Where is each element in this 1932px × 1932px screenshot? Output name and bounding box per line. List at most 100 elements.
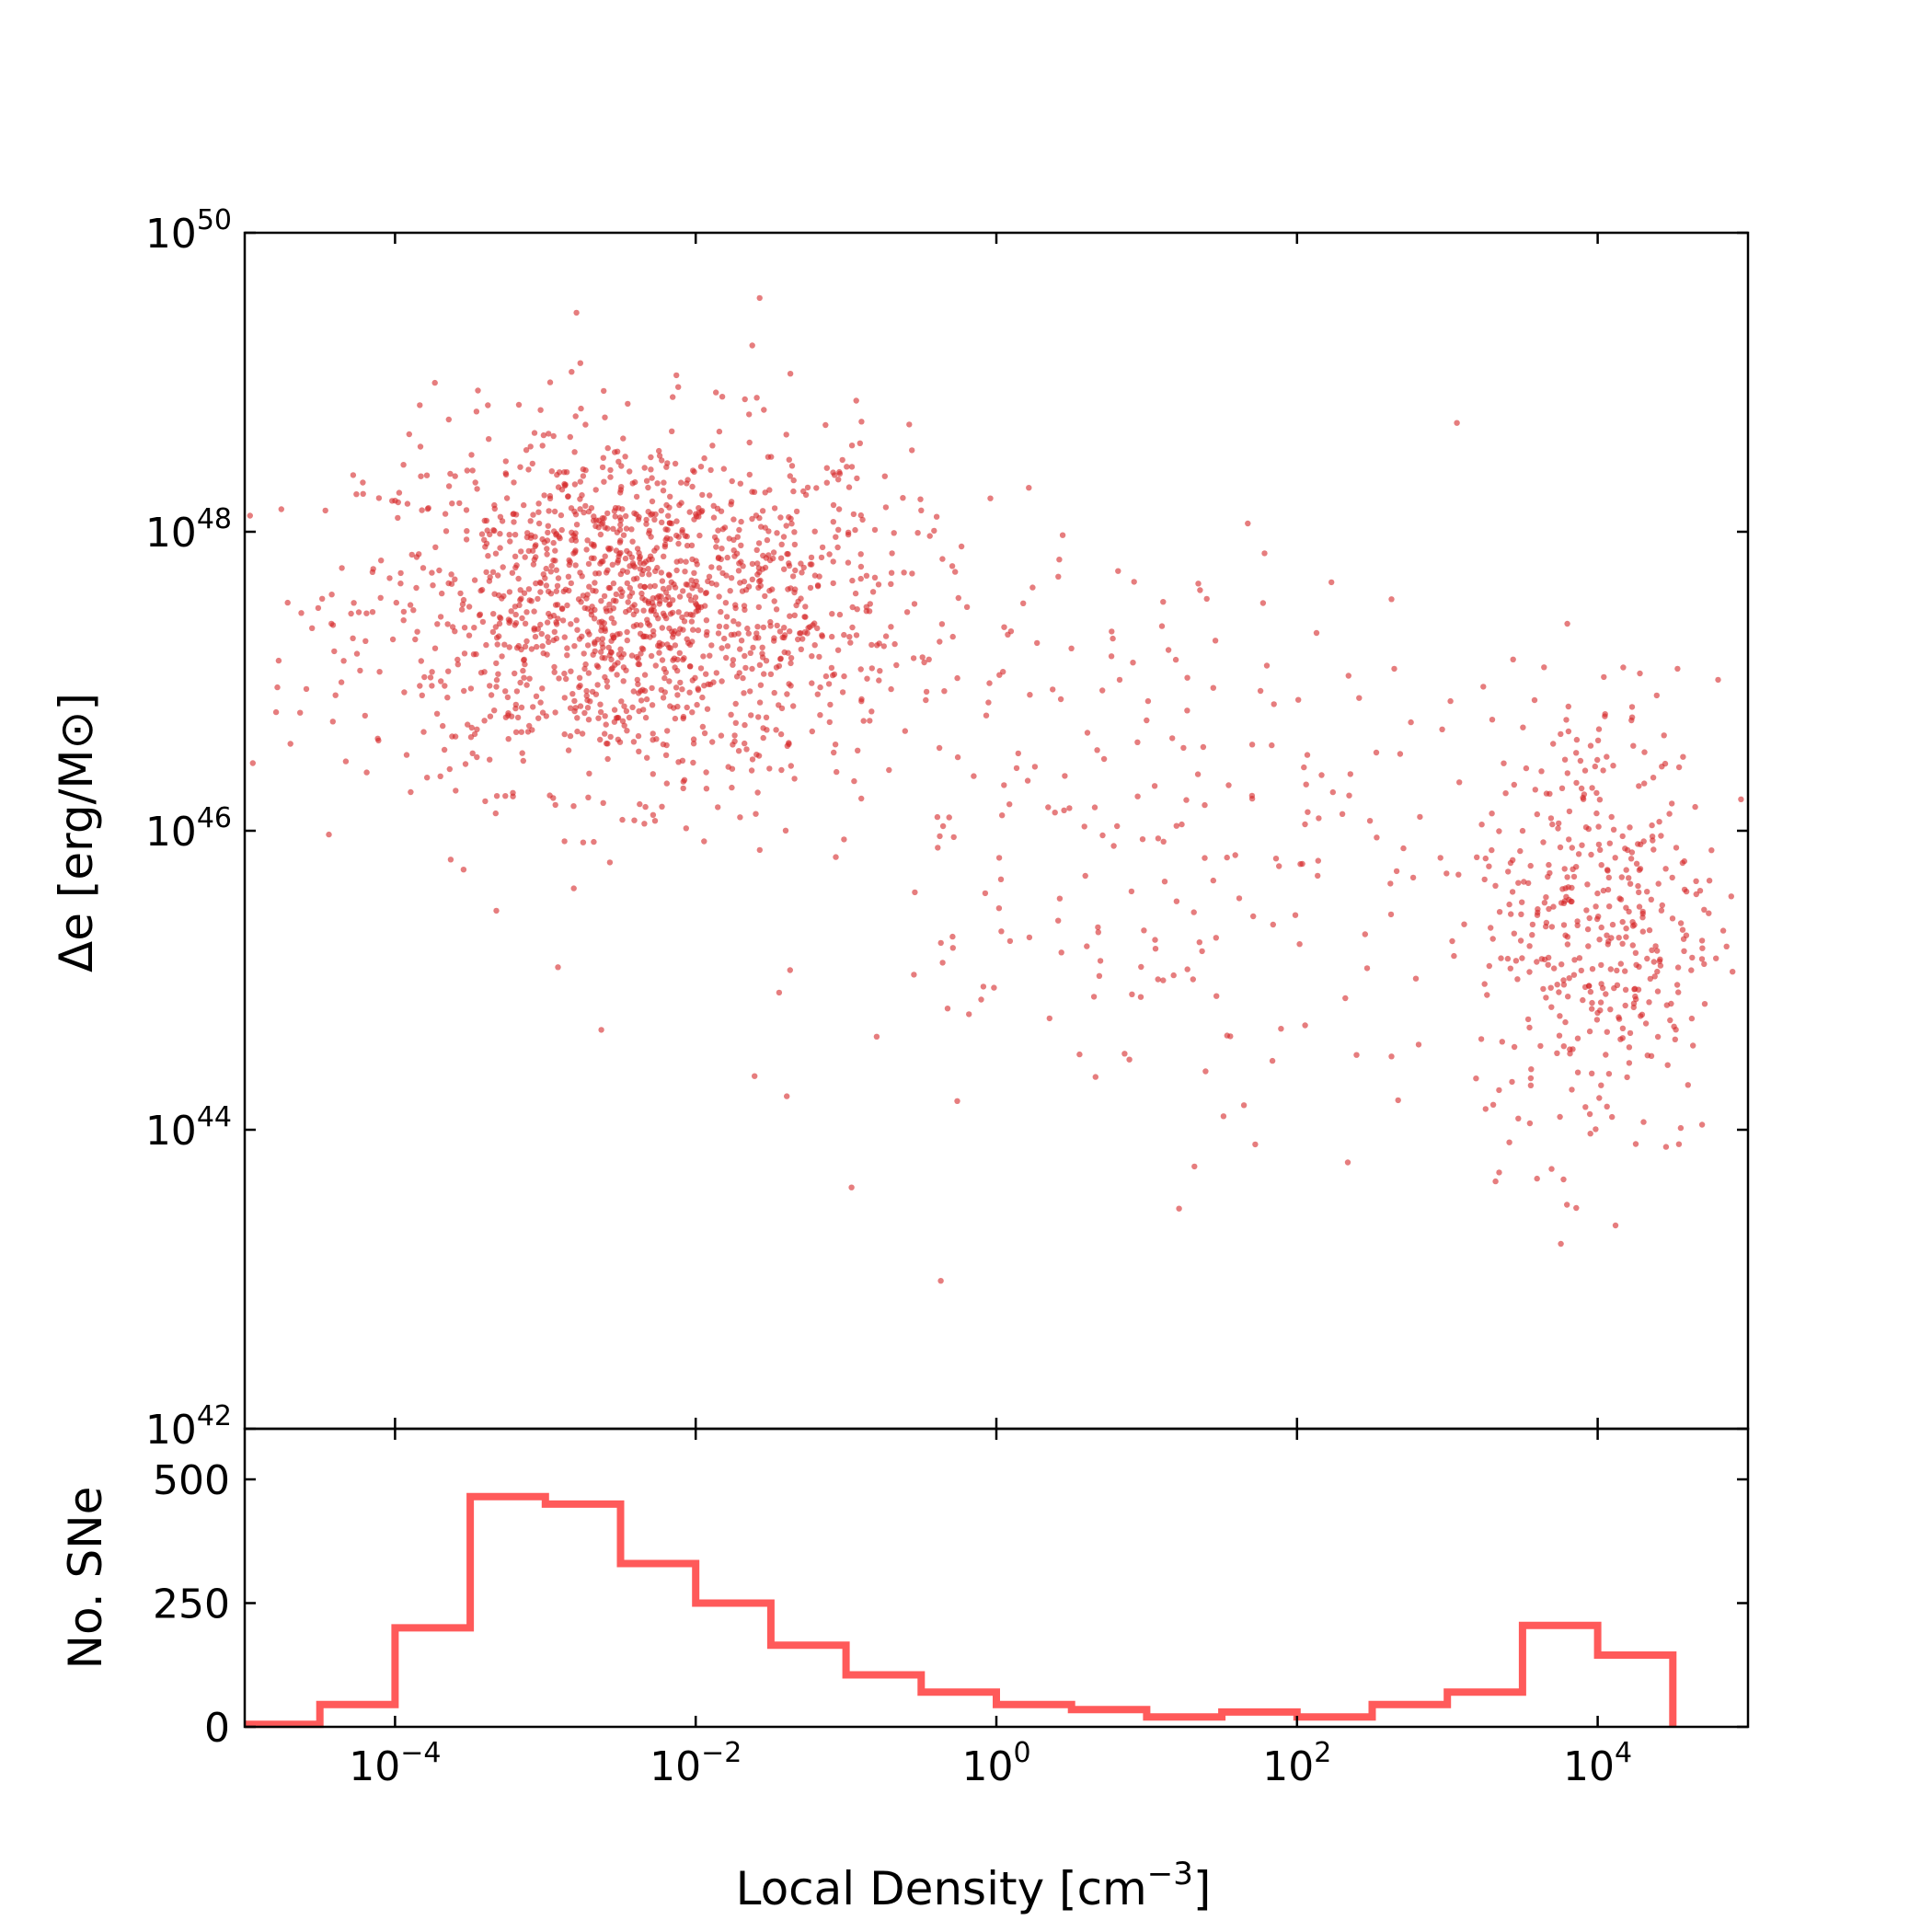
scatter-point [1633,860,1640,867]
scatter-point [832,742,839,748]
scatter-point [699,491,706,499]
scatter-point [723,614,730,620]
scatter-point [1240,1102,1248,1109]
scatter-y-axis-label: Δe [erg/M⊙] [50,693,103,972]
scatter-point [952,569,959,575]
scatter-point [1213,993,1220,999]
scatter-point [690,736,697,742]
scatter-point [523,534,531,541]
scatter-point [1556,1032,1563,1039]
scatter-point [619,816,626,823]
scatter-point [441,746,448,753]
scatter-point [1566,808,1573,815]
scatter-point [490,611,497,617]
scatter-point [787,613,793,619]
scatter-point [454,661,461,668]
scatter-point [615,553,622,560]
scatter-point [669,428,675,434]
scatter-point [912,889,918,896]
scatter-point [638,650,644,657]
scatter-point [493,676,500,684]
scatter-point [703,632,710,638]
scatter-point [1681,948,1687,955]
scatter-point [489,628,497,636]
scatter-point [917,496,924,502]
scatter-point [565,573,572,580]
scatter-point [934,813,941,821]
scatter-point [1587,1131,1593,1137]
scatter-point [581,665,588,673]
scatter-point [486,436,492,443]
scatter-point [1278,1026,1284,1032]
scatter-point [1170,972,1177,979]
scatter-point [891,530,897,536]
scatter-point [1610,826,1617,833]
scatter-point [584,705,592,711]
scatter-point [1649,947,1655,954]
scatter-point [747,688,753,695]
scatter-point [982,890,989,897]
scatter-point [696,532,703,539]
scatter-point [978,996,984,1003]
scatter-point [1388,596,1395,603]
scatter-point [1639,1011,1646,1018]
scatter-point [759,508,766,514]
scatter-point [1031,764,1039,770]
scatter-point [1655,880,1662,887]
scatter-point [1499,1039,1506,1045]
scatter-point [1604,868,1611,874]
scatter-point [1096,972,1103,980]
scatter-point [1618,874,1626,880]
scatter-point [555,615,561,622]
scatter-point [582,421,589,428]
scatter-point [462,761,469,767]
scatter-point [699,723,707,730]
scatter-point [729,784,735,791]
scatter-point [502,793,509,799]
scatter-point [1540,985,1547,993]
scatter-point [565,493,571,500]
scatter-point [577,506,583,512]
scatter-point [788,660,794,667]
scatter-point [1139,836,1146,843]
scatter-point [1489,717,1496,723]
scatter-point [624,628,630,636]
scatter-point [811,642,818,649]
scatter-point [602,626,608,632]
scatter-point [532,633,539,640]
scatter-point [592,588,599,594]
scatter-point [1642,1020,1650,1027]
scatter-point [1637,866,1644,872]
scatter-point [758,523,765,530]
scatter-point [1688,1015,1696,1022]
scatter-point [517,464,523,470]
scatter-point [1570,972,1578,978]
scatter-point [834,647,842,653]
scatter-point [649,475,655,481]
scatter-point [1558,1240,1564,1248]
scatter-point [1569,845,1576,851]
scatter-point [1478,822,1485,828]
scatter-point [592,487,599,493]
scatter-point [1523,765,1530,772]
scatter-point [798,560,804,567]
scatter-point [601,515,607,522]
scatter-point [735,621,742,627]
scatter-point [510,789,516,796]
scatter-point [1161,879,1168,885]
scatter-point [1713,955,1719,961]
scatter-point [1543,923,1549,930]
scatter-point [1575,851,1582,857]
scatter-point [1654,968,1661,975]
scatter-point [483,569,489,576]
scatter-point [503,495,511,501]
scatter-point [666,602,673,608]
scatter-point [1644,889,1650,895]
scatter-point [1719,927,1727,934]
scatter-point [1356,695,1363,701]
scatter-point [645,566,651,572]
scatter-point [1508,911,1514,917]
scatter-point [535,500,542,507]
scatter-point [577,703,584,709]
scatter-point [826,719,833,726]
